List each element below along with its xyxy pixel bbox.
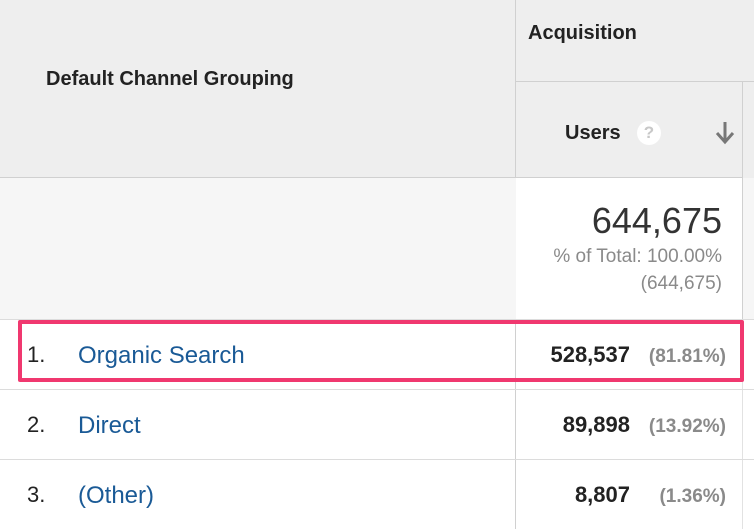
users-cell: 8,807 (1.36%) <box>516 460 726 529</box>
dimension-header-label[interactable]: Default Channel Grouping <box>46 68 294 90</box>
totals-users-cell: 644,675 % of Total: 100.00% (644,675) <box>516 178 743 319</box>
header-edge <box>743 82 754 178</box>
total-users-value: 644,675 <box>591 200 722 241</box>
users-value: 89,898 <box>562 412 630 437</box>
users-cell: 89,898 (13.92%) <box>516 390 726 459</box>
column-divider <box>515 390 516 459</box>
users-column-header[interactable]: Users ? <box>516 82 743 178</box>
help-circle-icon[interactable]: ? <box>637 121 661 145</box>
row-edge <box>742 460 743 529</box>
dimension-header-cell: Default Channel Grouping <box>0 0 515 178</box>
row-index: 2. <box>27 412 46 437</box>
acquisition-group-header: Acquisition <box>516 0 754 82</box>
row-index: 1. <box>27 342 46 367</box>
table-row: 1. Organic Search 528,537 (81.81%) <box>0 319 754 389</box>
users-percent: (81.81%) <box>648 346 726 367</box>
row-index: 3. <box>27 482 46 507</box>
row-edge <box>742 390 743 459</box>
users-cell: 528,537 (81.81%) <box>516 320 726 389</box>
acquisition-group-label: Acquisition <box>528 22 637 44</box>
channel-link[interactable]: Direct <box>78 412 141 439</box>
totals-row: 644,675 % of Total: 100.00% (644,675) <box>0 178 754 319</box>
row-edge <box>742 320 743 389</box>
total-absolute-value: (644,675) <box>640 273 722 294</box>
column-divider <box>515 320 516 389</box>
users-column-label[interactable]: Users <box>565 122 621 144</box>
users-percent: (13.92%) <box>648 416 726 437</box>
total-percent-label: % of Total: 100.00% <box>553 246 722 267</box>
users-percent: (1.36%) <box>659 486 726 507</box>
users-value: 528,537 <box>550 342 630 367</box>
column-divider <box>515 460 516 529</box>
channel-link[interactable]: Organic Search <box>78 342 245 369</box>
header-column-divider <box>515 0 516 178</box>
sort-down-arrow-icon[interactable] <box>714 120 736 146</box>
users-value: 8,807 <box>574 482 630 507</box>
table-row: 3. (Other) 8,807 (1.36%) <box>0 459 754 529</box>
table-row: 2. Direct 89,898 (13.92%) <box>0 389 754 459</box>
channel-link[interactable]: (Other) <box>78 482 155 509</box>
